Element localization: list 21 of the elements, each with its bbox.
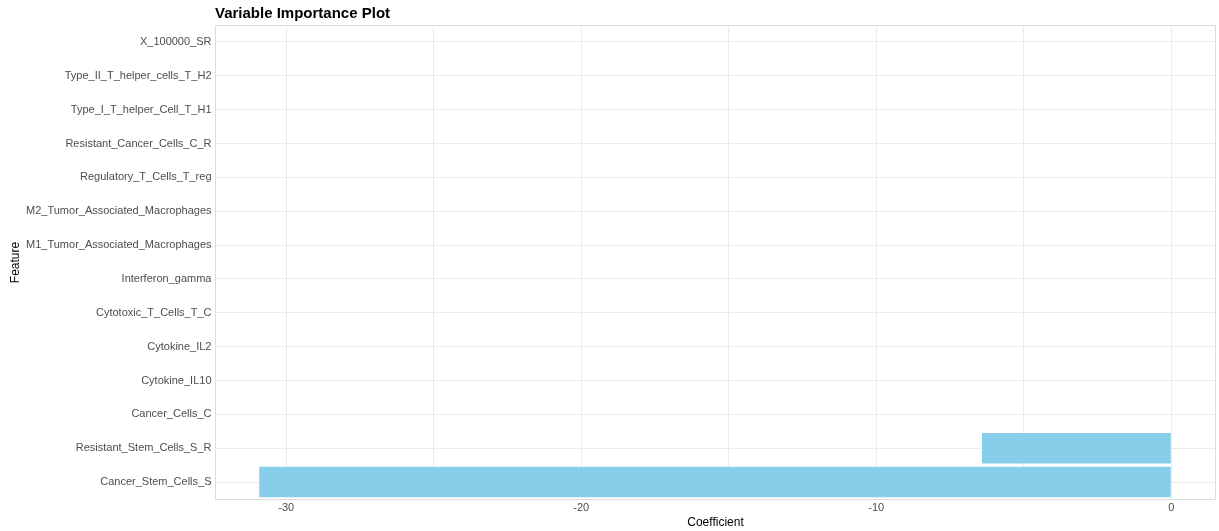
y-axis-title: Feature	[8, 241, 23, 284]
chart-title: Variable Importance Plot	[215, 4, 391, 21]
y-tick-label: Cytotoxic_T_Cells_T_C	[95, 305, 212, 318]
y-tick-label: Regulatory_T_Cells_T_reg	[80, 170, 212, 183]
y-tick-label: M1_Tumor_Associated_Macrophages	[26, 238, 212, 251]
y-tick-label: Type_I_T_helper_Cell_T_H1	[70, 102, 212, 115]
x-axis-title: Coefficient	[687, 514, 745, 529]
y-tick-label: Cancer_Stem_Cells_S	[100, 475, 212, 488]
y-tick-label: Resistant_Stem_Cells_S_R	[75, 441, 212, 454]
y-tick-label: Interferon_gamma	[121, 271, 213, 284]
x-tick-label: -20	[573, 500, 590, 513]
y-tick-label: M2_Tumor_Associated_Macrophages	[26, 204, 212, 217]
y-tick-label: Cytokine_IL10	[141, 373, 212, 386]
y-tick-label: Type_II_T_helper_cells_T_H2	[64, 68, 212, 81]
x-tick-label: -30	[278, 500, 295, 513]
y-tick-label: Cancer_Cells_C	[131, 407, 212, 420]
y-tick-label: Cytokine_IL2	[147, 339, 212, 352]
y-tick-label: Resistant_Cancer_Cells_C_R	[65, 136, 212, 149]
y-tick-label: X_100000_SR	[139, 34, 212, 47]
x-tick-label: -10	[868, 500, 885, 513]
x-tick-label: 0	[1168, 500, 1175, 513]
